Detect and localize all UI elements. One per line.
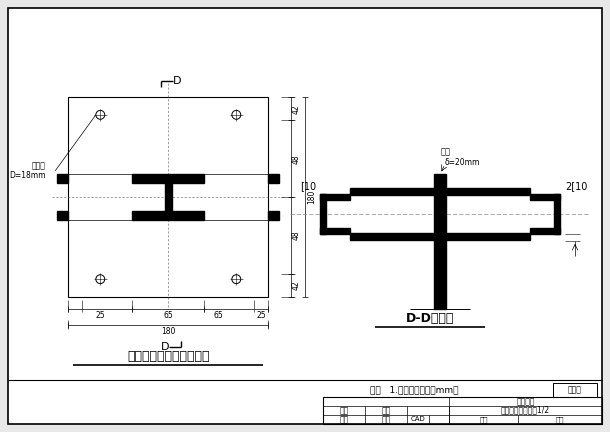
Text: 说明   1.本图尺寸单位为mm。: 说明 1.本图尺寸单位为mm。: [370, 385, 459, 394]
Text: 螺栓孔: 螺栓孔: [31, 161, 45, 170]
Bar: [320, 228, 350, 234]
Bar: [132, 211, 204, 220]
Text: 48: 48: [292, 154, 301, 164]
Bar: [57, 211, 68, 220]
Text: D: D: [173, 76, 181, 86]
Bar: [320, 194, 350, 200]
Text: D: D: [161, 342, 170, 352]
Text: δ=20mm: δ=20mm: [445, 158, 481, 167]
Text: 主圈与桁架上弦杆连接图: 主圈与桁架上弦杆连接图: [127, 350, 210, 363]
Bar: [57, 174, 68, 183]
Bar: [530, 228, 560, 234]
Bar: [268, 174, 279, 183]
Text: 日期: 日期: [479, 416, 488, 422]
Text: 180: 180: [161, 327, 176, 337]
Text: 设计: 设计: [381, 406, 391, 415]
Bar: [68, 97, 268, 297]
Bar: [434, 174, 446, 254]
Text: 钢板: 钢板: [440, 148, 450, 156]
Bar: [553, 383, 597, 397]
Bar: [323, 397, 602, 424]
Text: CAD: CAD: [411, 416, 426, 422]
Text: 25: 25: [96, 311, 105, 321]
Text: 25: 25: [257, 311, 267, 321]
Text: 附图九: 附图九: [568, 385, 582, 394]
Text: 校核: 校核: [340, 415, 349, 424]
Bar: [437, 195, 443, 233]
Text: 42: 42: [292, 104, 301, 114]
Text: 65: 65: [214, 311, 223, 321]
Text: 主圈与桁架连接图1/2: 主圈与桁架连接图1/2: [501, 405, 550, 414]
Text: 180: 180: [307, 190, 316, 204]
Bar: [350, 233, 530, 240]
Text: 描图: 描图: [381, 415, 391, 424]
Bar: [350, 188, 530, 195]
Bar: [268, 211, 279, 220]
Bar: [434, 254, 446, 309]
Bar: [530, 194, 560, 200]
Text: [10: [10: [300, 181, 316, 191]
Bar: [320, 194, 326, 234]
Text: 校定: 校定: [340, 406, 349, 415]
Text: 图号: 图号: [556, 416, 564, 422]
Text: D-D剖面图: D-D剖面图: [406, 312, 454, 325]
Text: 42: 42: [292, 280, 301, 290]
Bar: [132, 174, 204, 183]
Text: 65: 65: [163, 311, 173, 321]
Text: 48: 48: [292, 231, 301, 240]
Text: 2[10: 2[10: [565, 181, 587, 191]
Bar: [165, 183, 171, 211]
Bar: [554, 194, 560, 234]
Text: D=18mm: D=18mm: [9, 171, 45, 180]
Text: 工程名称: 工程名称: [516, 397, 535, 406]
